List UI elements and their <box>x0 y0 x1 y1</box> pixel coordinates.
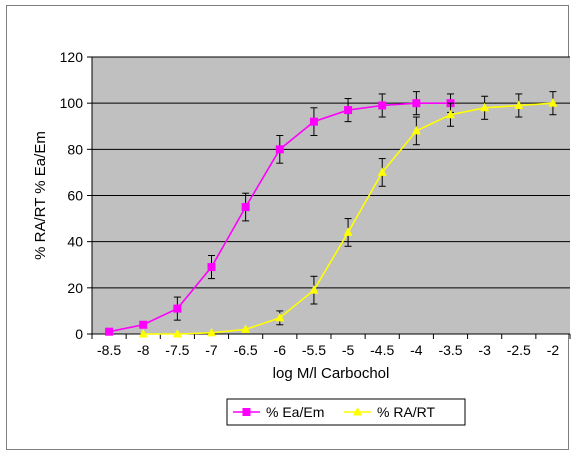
data-point <box>344 106 353 115</box>
data-point <box>207 327 216 337</box>
data-point <box>172 329 182 338</box>
x-tick-label: -5.5 <box>302 342 326 358</box>
x-tick-label: -6.5 <box>234 342 258 358</box>
x-tick-label: -4 <box>410 342 423 358</box>
x-tick-label: -7.5 <box>165 342 189 358</box>
legend-marker-triangle <box>353 407 362 416</box>
x-tick-label: -5 <box>342 342 355 358</box>
data-point <box>275 145 284 154</box>
legend-label-ra-rt: % RA/RT <box>377 404 436 420</box>
data-point <box>411 125 421 135</box>
data-point <box>138 329 148 338</box>
data-point <box>241 324 251 333</box>
data-point <box>446 109 455 119</box>
data-point <box>548 98 558 107</box>
legend-label-ea-em: % Ea/Em <box>266 404 324 420</box>
x-tick-label: -8.5 <box>97 342 121 358</box>
y-tick-label: 40 <box>67 234 83 250</box>
data-point <box>207 263 216 272</box>
x-axis-ticks: -8.5 -8 -7.5 -7 -6.5 -6 -5.5 -5 -4.5 -4 -3.5 -3 -2.5… <box>91 334 571 358</box>
data-point <box>309 117 318 126</box>
data-point <box>275 312 285 322</box>
y-tick-label: 80 <box>67 141 83 157</box>
series-layer <box>105 91 558 338</box>
data-point <box>412 99 421 108</box>
data-point <box>343 227 353 236</box>
gridlines <box>92 56 570 289</box>
data-point <box>378 101 387 110</box>
data-point <box>377 167 387 176</box>
data-point <box>139 320 148 329</box>
data-point <box>105 327 114 336</box>
x-tick-label: -2.5 <box>507 342 531 358</box>
x-tick-label: -3.5 <box>438 342 462 358</box>
x-tick-label: -8 <box>137 342 150 358</box>
y-tick-label: 60 <box>67 188 83 204</box>
x-tick-label: -2 <box>547 342 560 358</box>
x-tick-label: -6 <box>274 342 287 358</box>
y-tick-label: 120 <box>60 49 84 65</box>
y-tick-label: 100 <box>60 95 84 111</box>
legend: % Ea/Em % RA/RT <box>226 398 466 426</box>
legend-marker-square <box>242 408 251 416</box>
y-axis-title: % RA/RT % Ea/Em <box>32 131 49 260</box>
x-tick-label: -7 <box>205 342 218 358</box>
y-tick-label: 0 <box>75 326 83 342</box>
data-point <box>173 304 182 313</box>
data-point <box>309 285 319 294</box>
x-tick-label: -4.5 <box>370 342 394 358</box>
data-point <box>514 100 524 109</box>
data-point <box>241 203 250 212</box>
y-tick-label: 20 <box>67 280 83 296</box>
y-axis-ticks: 0 20 40 60 80 100 120 <box>60 49 92 342</box>
x-axis-title: log M/l Carbochol <box>273 365 390 382</box>
series-ra-rt <box>138 91 558 338</box>
data-point <box>480 102 490 112</box>
x-tick-label: -3 <box>478 342 491 358</box>
